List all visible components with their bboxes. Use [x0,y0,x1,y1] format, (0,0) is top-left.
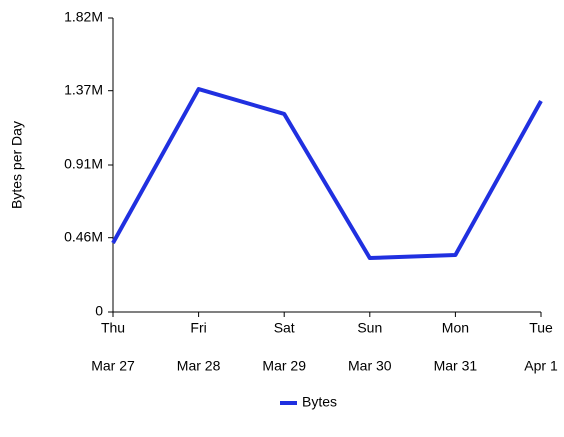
y-axis-label: Bytes per Day [9,121,25,209]
y-tick-label: 0.91M [64,156,103,172]
x-tick-label: Thu [101,320,125,336]
line-series [111,87,543,261]
x-tick-label: Tue [529,320,553,336]
y-tick-label: 0.46M [64,228,103,244]
x-tick-label: Mar 28 [177,358,221,374]
x-tick-label: Mar 27 [91,358,135,374]
x-tick-label: Fri [190,320,206,336]
x-tick-label: Sun [357,320,382,336]
y-tick-label: 1.82M [64,9,103,25]
y-tick-label: 0 [95,303,103,319]
x-tick-label: Mar 29 [262,358,306,374]
x-tick-label: Mar 31 [434,358,478,374]
x-tick-label: Mar 30 [348,358,392,374]
x-tick-label: Mon [442,320,469,336]
legend-label: Bytes [302,394,337,410]
x-tick-label: Apr 1 [524,358,558,374]
x-tick-label: Sat [274,320,295,336]
y-tick-label: 1.37M [64,81,103,97]
